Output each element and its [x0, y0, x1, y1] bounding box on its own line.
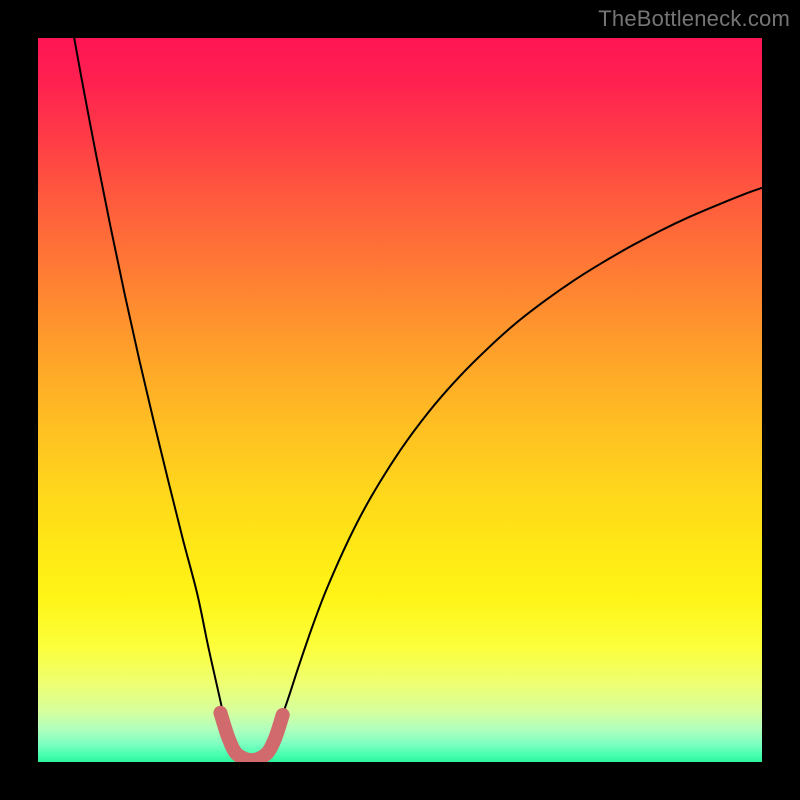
plot-background [38, 38, 762, 762]
watermark-text: TheBottleneck.com [598, 6, 790, 32]
chart-svg [0, 0, 800, 800]
bottleneck-chart [0, 0, 800, 800]
